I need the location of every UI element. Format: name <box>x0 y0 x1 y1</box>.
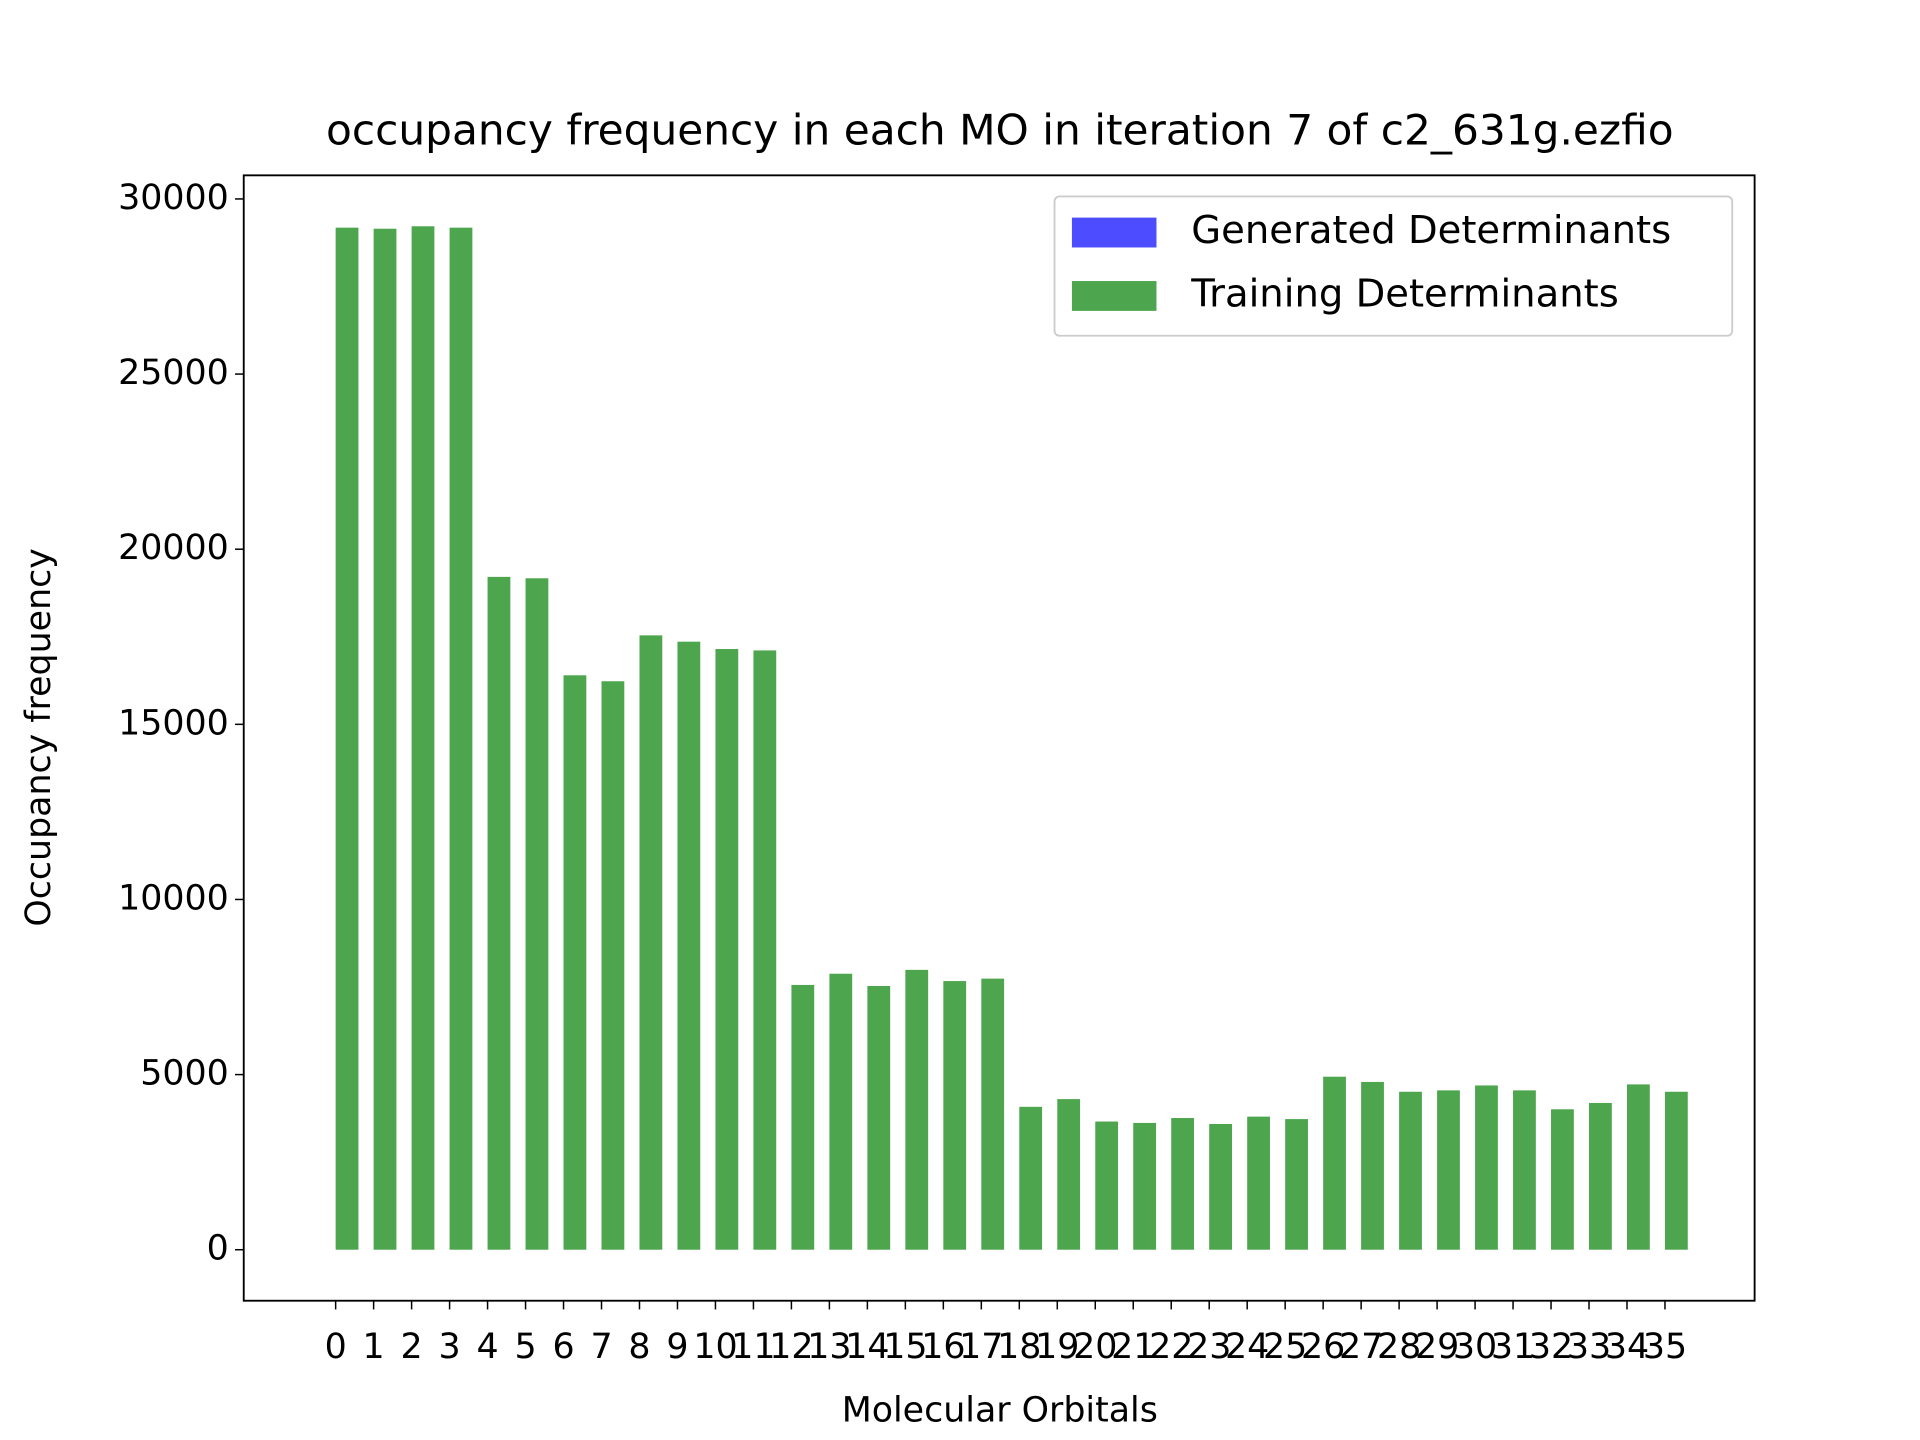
plot-frame <box>242 174 1756 1302</box>
bar <box>1095 1121 1119 1250</box>
x-tick-label: 16 <box>921 1327 965 1367</box>
x-tick-label: 17 <box>959 1327 1003 1367</box>
bar <box>1361 1081 1384 1250</box>
legend-label: Training Determinants <box>1190 271 1619 316</box>
x-tick-label: 33 <box>1567 1327 1611 1367</box>
bar <box>487 576 511 1250</box>
y-tick-label: 30000 <box>118 178 229 218</box>
bar <box>1019 1106 1043 1250</box>
bar <box>1209 1123 1232 1250</box>
y-tick-label: 20000 <box>118 528 229 568</box>
x-tick-label: 4 <box>476 1327 498 1367</box>
bar <box>1626 1084 1650 1250</box>
bar <box>449 227 473 1250</box>
bar <box>715 649 739 1250</box>
x-tick-label: 0 <box>325 1327 347 1367</box>
bar <box>1513 1090 1536 1250</box>
x-tick-label: 15 <box>883 1327 927 1367</box>
bar <box>563 675 587 1250</box>
x-tick-label: 12 <box>769 1327 813 1367</box>
x-tick-label: 20 <box>1073 1327 1117 1367</box>
x-tick-label: 26 <box>1301 1327 1345 1367</box>
x-tick-label: 2 <box>401 1327 423 1367</box>
x-tick-label: 25 <box>1263 1327 1307 1367</box>
bar <box>1589 1102 1612 1250</box>
bar <box>867 985 891 1250</box>
x-tick-label: 18 <box>997 1327 1041 1367</box>
bar <box>639 635 663 1250</box>
x-tick-label: 13 <box>807 1327 851 1367</box>
bar <box>1664 1091 1688 1250</box>
bar <box>829 973 853 1250</box>
bar <box>411 226 435 1250</box>
bar <box>1285 1119 1308 1250</box>
bar <box>1399 1091 1422 1250</box>
bar <box>943 981 967 1250</box>
x-tick-label: 21 <box>1111 1327 1155 1367</box>
x-tick-label: 23 <box>1187 1327 1231 1367</box>
x-tick-label: 27 <box>1339 1327 1383 1367</box>
x-tick-label: 6 <box>552 1327 574 1367</box>
y-tick-label: 25000 <box>118 353 229 393</box>
bar <box>1133 1122 1157 1250</box>
x-tick-label: 5 <box>514 1327 536 1367</box>
x-tick-label: 34 <box>1605 1327 1649 1367</box>
y-tick-label: 10000 <box>118 878 229 918</box>
bar <box>1171 1118 1195 1250</box>
legend-swatch <box>1071 217 1157 248</box>
bar <box>905 969 929 1250</box>
x-tick-label: 3 <box>439 1327 461 1367</box>
x-tick-label: 7 <box>590 1327 612 1367</box>
x-tick-label: 11 <box>731 1327 775 1367</box>
bar <box>1437 1090 1460 1250</box>
x-tick-label: 31 <box>1491 1327 1535 1367</box>
bar <box>373 228 397 1250</box>
bar <box>677 641 701 1250</box>
x-tick-label: 10 <box>693 1327 737 1367</box>
x-tick-label: 19 <box>1035 1327 1079 1367</box>
bar <box>1247 1116 1270 1250</box>
y-tick-label: 0 <box>207 1229 229 1269</box>
y-tick-label: 15000 <box>118 703 229 743</box>
bar <box>981 978 1005 1250</box>
x-tick-label: 28 <box>1377 1327 1421 1367</box>
x-tick-label: 35 <box>1643 1327 1687 1367</box>
y-axis-label: Occupancy frequency <box>19 548 59 926</box>
legend-swatch <box>1071 281 1157 311</box>
bar <box>335 227 359 1250</box>
x-tick-label: 14 <box>845 1327 889 1367</box>
bar <box>1475 1085 1498 1250</box>
bar <box>601 681 625 1250</box>
bar <box>791 984 815 1250</box>
x-tick-label: 1 <box>363 1327 385 1367</box>
x-tick-label: 32 <box>1529 1327 1573 1367</box>
chart-title: occupancy frequency in each MO in iterat… <box>326 106 1674 155</box>
x-tick-label: 24 <box>1225 1327 1269 1367</box>
legend-label: Generated Determinants <box>1191 208 1671 253</box>
y-tick-label: 5000 <box>140 1054 229 1094</box>
bar <box>525 578 549 1250</box>
x-tick-label: 29 <box>1415 1327 1459 1367</box>
x-tick-label: 22 <box>1149 1327 1193 1367</box>
bar <box>1551 1109 1574 1250</box>
bar <box>753 650 777 1250</box>
x-tick-label: 9 <box>666 1327 688 1367</box>
x-tick-label: 8 <box>628 1327 650 1367</box>
x-axis-label: Molecular Orbitals <box>842 1390 1158 1430</box>
bar <box>1057 1099 1081 1250</box>
x-tick-label: 30 <box>1453 1327 1497 1367</box>
bar <box>1323 1076 1346 1250</box>
legend-box <box>1053 195 1734 337</box>
